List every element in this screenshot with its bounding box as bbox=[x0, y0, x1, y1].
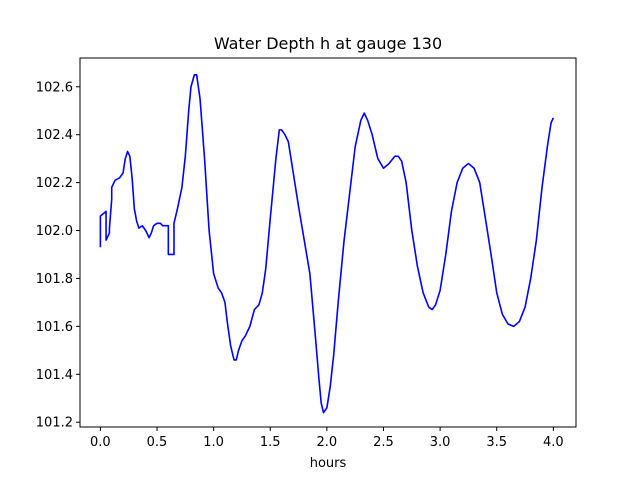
plot-area bbox=[99, 73, 555, 414]
x-tick-label: 3.0 bbox=[430, 435, 451, 450]
x-axis-label: hours bbox=[310, 456, 347, 471]
x-tick-label: 4.0 bbox=[543, 435, 564, 450]
x-tick-label: 2.0 bbox=[317, 435, 338, 450]
y-tick-label: 102.6 bbox=[36, 80, 73, 95]
y-tick-label: 102.4 bbox=[36, 128, 73, 143]
x-tick-label: 3.5 bbox=[486, 435, 507, 450]
series-line bbox=[99, 73, 555, 414]
x-tick-label: 1.5 bbox=[260, 435, 281, 450]
y-tick-label: 101.4 bbox=[36, 368, 73, 383]
chart-title: Water Depth h at gauge 130 bbox=[214, 34, 442, 53]
x-tick-label: 2.5 bbox=[373, 435, 394, 450]
x-tick-label: 0.5 bbox=[147, 435, 168, 450]
y-tick-label: 102.0 bbox=[36, 224, 73, 239]
y-tick-label: 101.2 bbox=[36, 416, 73, 431]
x-tick-label: 0.0 bbox=[90, 435, 111, 450]
x-axis: 0.0 0.5 1.0 1.5 2.0 2.5 3.0 3.5 4.0 bbox=[90, 427, 564, 450]
y-tick-label: 101.8 bbox=[36, 272, 73, 287]
plot-frame bbox=[79, 57, 577, 428]
y-tick-label: 102.2 bbox=[36, 176, 73, 191]
x-tick-label: 1.0 bbox=[203, 435, 224, 450]
y-axis: 101.2 101.4 101.6 101.8 102.0 102.2 102.4 102.6 bbox=[36, 80, 80, 431]
y-tick-label: 101.6 bbox=[36, 320, 73, 335]
